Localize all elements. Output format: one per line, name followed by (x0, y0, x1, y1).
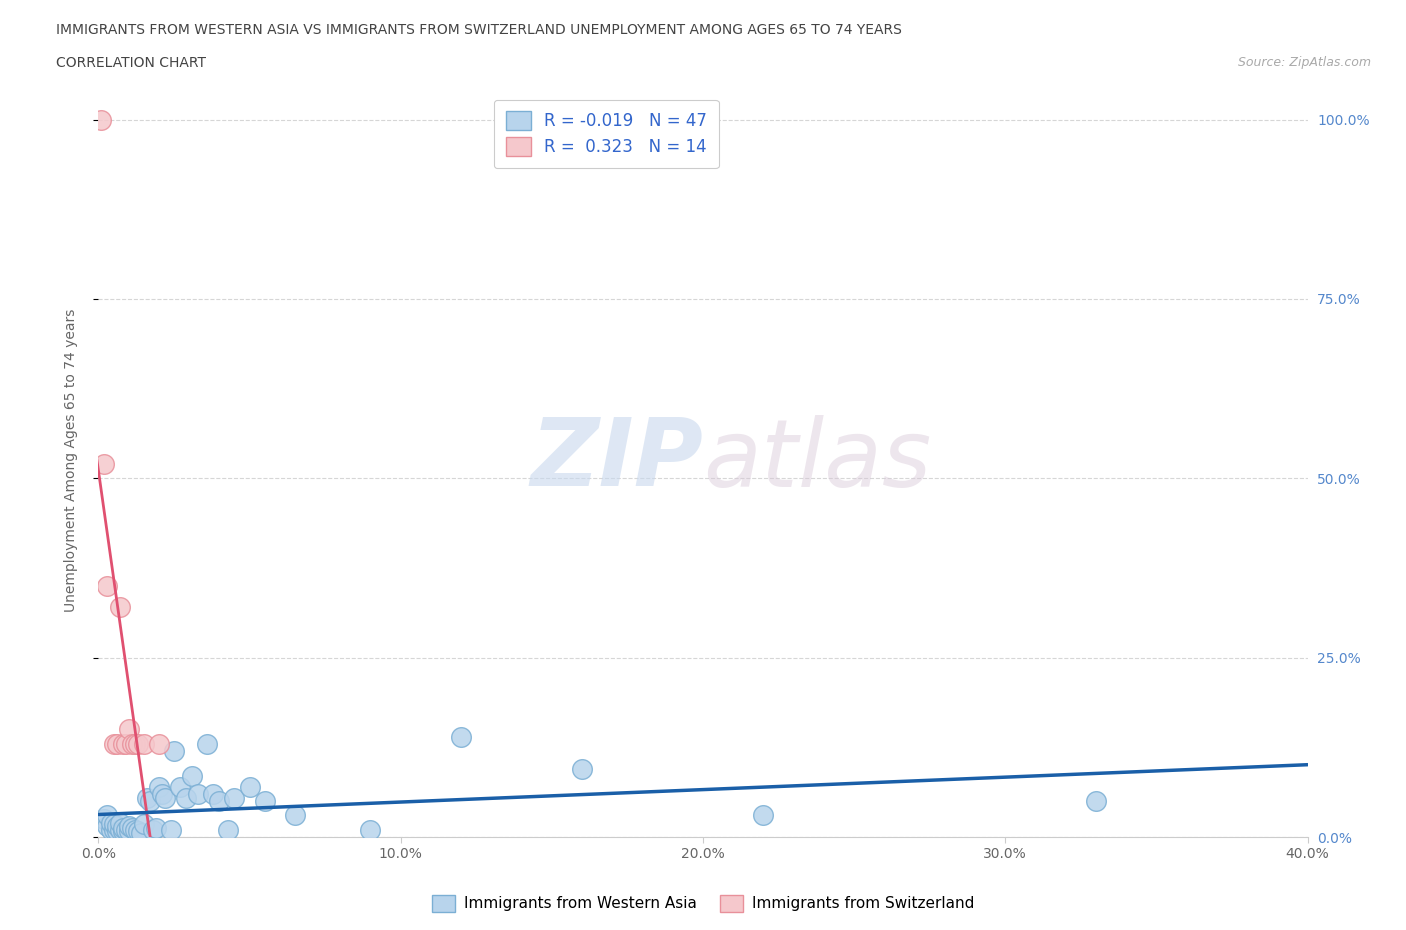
Point (100, 816, 122, 830)
Point (105, 824, 128, 839)
Point (187, 787, 209, 802)
Point (105, 737, 128, 751)
Point (118, 722, 141, 737)
Point (114, 822, 136, 837)
Y-axis label: Unemployment Among Ages 65 to 74 years: Unemployment Among Ages 65 to 74 years (63, 309, 77, 612)
Point (90, 113, 112, 127)
Point (103, 822, 125, 837)
Point (150, 787, 173, 802)
Point (93, 812, 115, 827)
Text: Source: ZipAtlas.com: Source: ZipAtlas.com (1237, 56, 1371, 69)
Point (360, 822, 382, 837)
Point (114, 737, 136, 751)
Point (571, 762, 593, 777)
Point (239, 779, 262, 794)
Point (174, 790, 197, 805)
Point (121, 737, 143, 751)
Point (121, 821, 143, 836)
Point (208, 793, 231, 808)
Point (93, 457, 115, 472)
Point (202, 787, 225, 802)
Text: ZIP: ZIP (530, 415, 703, 506)
Text: atlas: atlas (703, 415, 931, 506)
Point (108, 822, 131, 837)
Point (103, 817, 125, 831)
Point (169, 779, 191, 794)
Point (132, 737, 155, 751)
Point (148, 737, 170, 751)
Point (100, 822, 122, 837)
Point (108, 816, 131, 830)
Point (105, 818, 128, 833)
Point (163, 743, 186, 758)
Point (135, 790, 157, 805)
Point (224, 790, 246, 805)
Point (129, 826, 152, 841)
Text: IMMIGRANTS FROM WESTERN ASIA VS IMMIGRANTS FROM SWITZERLAND UNEMPLOYMENT AMONG A: IMMIGRANTS FROM WESTERN ASIA VS IMMIGRAN… (56, 23, 903, 37)
Point (217, 822, 239, 837)
Point (139, 793, 162, 808)
Point (1085, 793, 1108, 808)
Point (142, 822, 165, 837)
Point (118, 818, 141, 833)
Point (148, 779, 170, 794)
Point (96, 578, 118, 593)
Point (96, 808, 118, 823)
Point (284, 808, 307, 823)
Point (253, 793, 276, 808)
Point (103, 737, 125, 751)
Legend: R = -0.019   N = 47, R =  0.323   N = 14: R = -0.019 N = 47, R = 0.323 N = 14 (494, 100, 718, 168)
Legend: Immigrants from Western Asia, Immigrants from Switzerland: Immigrants from Western Asia, Immigrants… (426, 889, 980, 918)
Point (181, 768, 204, 783)
Point (195, 737, 218, 751)
Point (752, 808, 775, 823)
Point (124, 737, 146, 751)
Text: CORRELATION CHART: CORRELATION CHART (56, 56, 207, 70)
Point (127, 737, 149, 751)
Point (111, 737, 134, 751)
Point (124, 822, 146, 837)
Point (160, 822, 183, 837)
Point (96, 818, 118, 833)
Point (108, 600, 131, 615)
Point (118, 824, 141, 839)
Point (111, 821, 134, 836)
Point (127, 824, 149, 839)
Point (450, 729, 472, 744)
Point (111, 824, 134, 839)
Point (145, 821, 167, 836)
Point (153, 790, 176, 805)
Point (132, 817, 155, 831)
